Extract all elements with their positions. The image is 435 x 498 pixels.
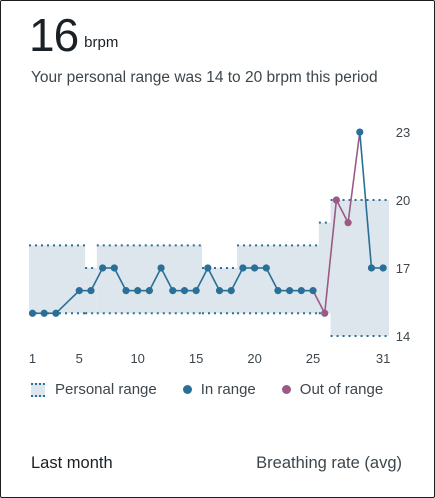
data-point-in-range [274, 287, 282, 295]
line-segment [90, 267, 104, 291]
line-segment [265, 267, 279, 291]
data-point-out-of-range [344, 219, 352, 227]
breathing-rate-value: 16 [29, 9, 79, 61]
legend-in-range: In range [182, 381, 256, 398]
range-segment-1 [29, 245, 86, 314]
data-point-in-range [99, 264, 107, 272]
y-tick-label: 23 [396, 125, 410, 140]
data-point-in-range [356, 128, 364, 136]
data-point-in-range [169, 287, 177, 295]
line-segment [347, 131, 361, 223]
line-segment [323, 199, 338, 314]
period-selector[interactable]: Last month [31, 454, 113, 472]
x-tick-label: 1 [29, 351, 36, 366]
line-segment [312, 290, 326, 314]
x-axis-ticks: 1 5 10 15 20 25 31 [29, 351, 391, 366]
legend-personal-range: Personal range [31, 381, 157, 398]
x-tick-label: 31 [376, 351, 390, 366]
range-segment-6 [318, 222, 331, 314]
range-segment-5 [237, 245, 319, 314]
legend-out-of-range-label: Out of range [299, 381, 384, 398]
x-tick-label: 10 [130, 351, 144, 366]
data-point-in-range [28, 309, 37, 317]
out-of-range-dot-icon [281, 385, 291, 394]
data-point-in-range [122, 287, 130, 295]
data-point-in-range [367, 264, 376, 272]
data-point-in-range [309, 287, 317, 295]
legend-in-range-label: In range [200, 381, 256, 398]
y-tick-label: 17 [396, 261, 410, 276]
line-segment [195, 267, 209, 291]
x-tick-label: 15 [189, 351, 203, 366]
data-point-in-range [215, 287, 224, 295]
data-point-in-range [286, 287, 294, 295]
y-tick-label: 20 [396, 193, 410, 208]
line-segment [148, 267, 162, 291]
breathing-rate-unit: brpm [84, 34, 119, 51]
chart-legend: Personal range In range Out of range [31, 381, 409, 398]
legend-out-of-range: Out of range [281, 381, 384, 398]
data-point-in-range [227, 287, 235, 295]
data-point-in-range [262, 264, 270, 272]
data-point-out-of-range [321, 309, 329, 317]
personal-range-swatch [31, 382, 45, 397]
metric-label: Breathing rate (avg) [256, 454, 402, 472]
data-point-out-of-range [332, 196, 341, 204]
line-segment [230, 267, 244, 291]
line-segment [358, 131, 373, 269]
data-point-in-range [379, 264, 387, 272]
data-point-in-range [157, 264, 165, 272]
data-point-in-range [145, 287, 153, 295]
series-points [28, 128, 387, 317]
y-axis-ticks: 14 17 20 23 [396, 125, 410, 344]
data-point-in-range [192, 287, 200, 295]
current-value-row: 16 brpm [29, 7, 118, 63]
data-point-in-range [52, 309, 60, 317]
x-tick-label: 5 [76, 351, 83, 366]
data-point-in-range [250, 264, 259, 272]
line-segment [113, 267, 127, 291]
data-point-in-range [180, 287, 189, 295]
data-point-in-range [110, 264, 118, 272]
line-segment [335, 199, 349, 224]
data-point-in-range [239, 264, 247, 272]
data-point-in-range [204, 264, 212, 272]
line-segment [207, 267, 221, 291]
data-point-in-range [297, 287, 305, 295]
data-point-in-range [75, 287, 83, 295]
personal-range-summary: Your personal range was 14 to 20 brpm th… [31, 69, 378, 86]
line-segment [160, 267, 174, 291]
personal-range-band [29, 199, 389, 337]
in-range-dot-icon [182, 385, 192, 394]
x-tick-label: 20 [247, 351, 261, 366]
data-point-in-range [134, 287, 142, 295]
data-point-in-range [40, 309, 48, 317]
data-point-in-range [87, 287, 95, 295]
y-tick-label: 14 [396, 329, 410, 344]
legend-personal-range-label: Personal range [55, 381, 157, 398]
x-tick-label: 25 [306, 351, 320, 366]
range-segment-3 [96, 245, 202, 314]
